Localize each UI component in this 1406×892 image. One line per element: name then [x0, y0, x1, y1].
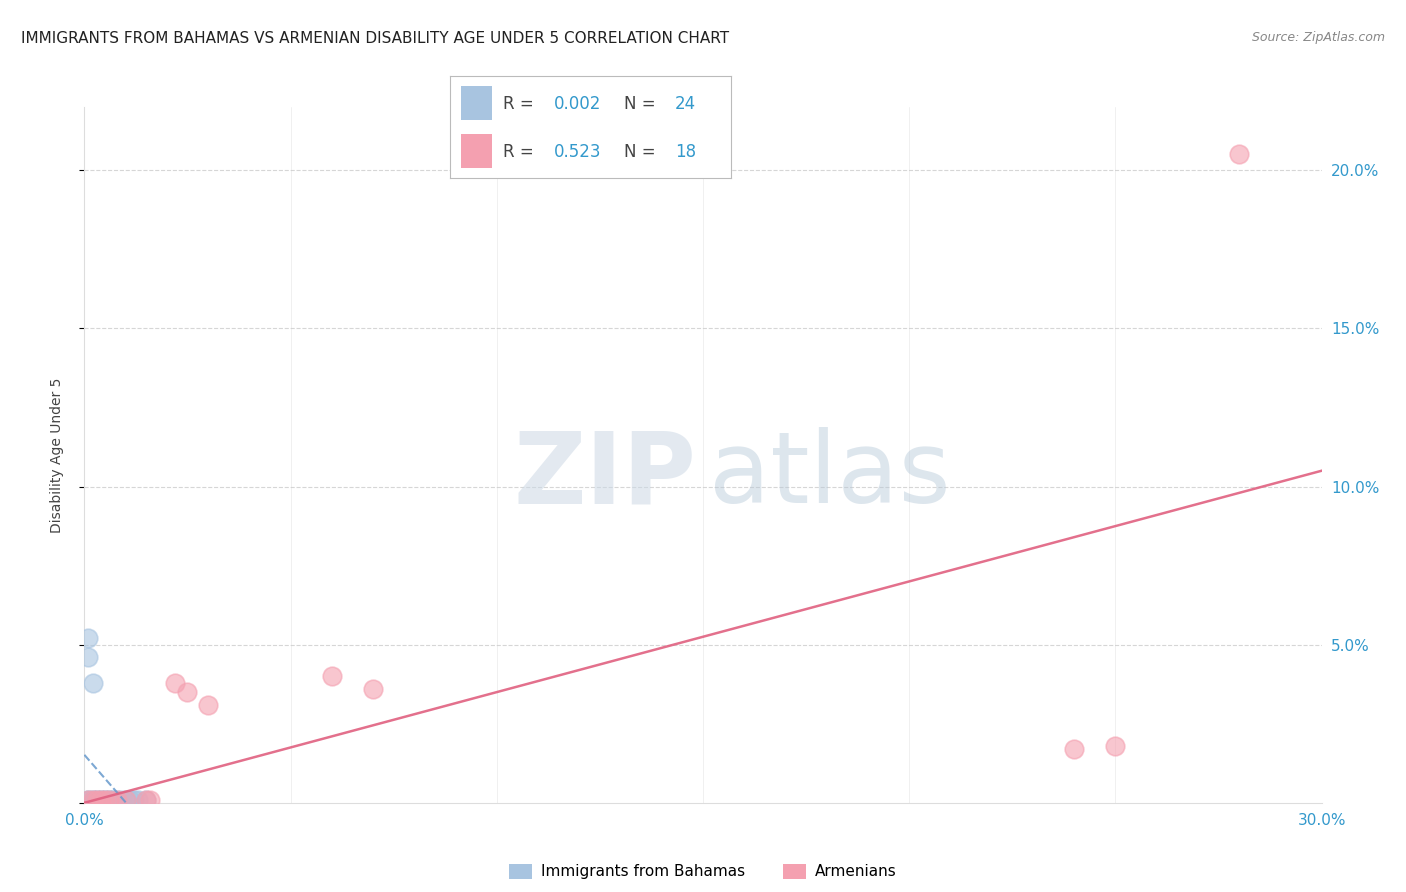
Point	[94, 792, 117, 806]
Point	[1104, 739, 1126, 753]
Bar	[461, 87, 492, 120]
Point	[77, 792, 100, 806]
Point	[94, 792, 117, 806]
Point	[82, 675, 104, 690]
Text: 0.002: 0.002	[554, 95, 602, 112]
Point	[135, 792, 157, 806]
Point	[103, 792, 125, 806]
Point	[98, 792, 121, 806]
Point	[82, 792, 104, 806]
Point	[176, 685, 198, 699]
Point	[1063, 742, 1085, 756]
Point	[86, 792, 108, 806]
Point	[90, 792, 112, 806]
Point	[165, 675, 187, 690]
Point	[127, 792, 149, 806]
Point	[77, 792, 100, 806]
Point	[135, 792, 157, 806]
Point	[82, 792, 104, 806]
Point	[77, 792, 100, 806]
Point	[321, 669, 343, 683]
Text: Source: ZipAtlas.com: Source: ZipAtlas.com	[1251, 31, 1385, 45]
Point	[118, 792, 141, 806]
Text: R =: R =	[503, 95, 540, 112]
Point	[122, 792, 145, 806]
Text: IMMIGRANTS FROM BAHAMAS VS ARMENIAN DISABILITY AGE UNDER 5 CORRELATION CHART: IMMIGRANTS FROM BAHAMAS VS ARMENIAN DISA…	[21, 31, 730, 46]
Point	[82, 792, 104, 806]
Point	[114, 792, 136, 806]
Point	[86, 792, 108, 806]
Legend: Immigrants from Bahamas, Armenians: Immigrants from Bahamas, Armenians	[503, 857, 903, 886]
Point	[98, 792, 121, 806]
Text: N =: N =	[624, 143, 661, 161]
Text: ZIP: ZIP	[515, 427, 697, 524]
Text: 18: 18	[675, 143, 696, 161]
Point	[114, 792, 136, 806]
Text: N =: N =	[624, 95, 661, 112]
Point	[86, 792, 108, 806]
Point	[103, 792, 125, 806]
Point	[90, 792, 112, 806]
Point	[105, 792, 128, 806]
Point	[94, 792, 117, 806]
Bar	[461, 135, 492, 168]
Point	[139, 792, 162, 806]
Text: 0.523: 0.523	[554, 143, 602, 161]
Y-axis label: Disability Age Under 5: Disability Age Under 5	[49, 377, 63, 533]
Text: atlas: atlas	[709, 427, 950, 524]
Point	[90, 792, 112, 806]
Point	[98, 792, 121, 806]
Point	[77, 632, 100, 646]
Point	[110, 792, 132, 806]
Text: R =: R =	[503, 143, 540, 161]
Text: 24: 24	[675, 95, 696, 112]
Point	[1227, 147, 1250, 161]
Point	[105, 792, 128, 806]
Point	[77, 650, 100, 665]
Point	[197, 698, 219, 712]
Point	[361, 681, 384, 696]
